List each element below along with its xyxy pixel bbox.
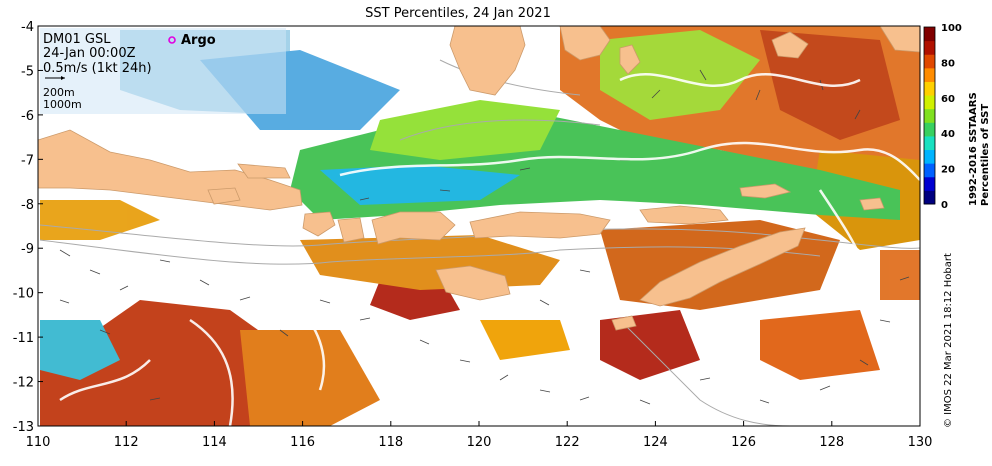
station-label: DM01 GSL <box>43 32 111 47</box>
y-tick-label: -7 <box>21 153 34 168</box>
colorbar-swatch <box>924 176 935 191</box>
land-sulawesi-south <box>449 26 526 96</box>
x-tick-label: 126 <box>731 435 756 450</box>
x-tick-label: 120 <box>467 435 492 450</box>
x-tick-label: 122 <box>555 435 580 450</box>
land-alor <box>639 205 729 225</box>
credit-text: © IMOS 22 Mar 2021 18:12 Hobart <box>943 253 954 428</box>
y-tick-label: -13 <box>13 420 34 435</box>
land-sulawesi-southeast <box>559 26 611 61</box>
x-tick-label: 114 <box>202 435 227 450</box>
colorbar-title-line1: 1992-2016 SSTAARS <box>968 92 979 206</box>
land-rote <box>611 315 637 331</box>
x-tick-label: 112 <box>114 435 139 450</box>
colorbar: 100 80 60 40 20 0 1992-2016 SSTAARS Percentil… <box>923 23 991 211</box>
geostrophic-streamlines <box>59 73 920 426</box>
x-tick-label: 116 <box>290 435 315 450</box>
land-seram <box>879 26 920 53</box>
colorbar-swatch <box>924 54 935 69</box>
y-tick-label: -5 <box>21 64 34 79</box>
colorbar-tick-label: 0 <box>941 200 948 211</box>
x-axis: 110 112 114 116 118 120 122 124 126 128 130 <box>26 421 933 450</box>
colorbar-swatch <box>924 108 935 123</box>
map-area <box>38 26 920 426</box>
colorbar-swatch <box>924 40 935 55</box>
current-vectors <box>59 69 910 405</box>
land-sumbawa <box>371 211 456 245</box>
colorbar-swatch <box>924 27 935 42</box>
y-tick-label: -6 <box>21 109 34 124</box>
land-wetar <box>739 183 792 199</box>
colorbar-swatch <box>924 135 935 151</box>
land-buton <box>619 44 641 75</box>
x-tick-label: 128 <box>819 435 844 450</box>
colorbar-tick-label: 40 <box>941 129 955 140</box>
colorbar-tick-label: 60 <box>941 94 955 105</box>
argo-marker-icon <box>168 36 176 44</box>
colorbar-tick-label: 20 <box>941 165 955 176</box>
y-axis: -4 -5 -6 -7 -8 -9 -10 -11 -12 -13 <box>13 20 43 435</box>
y-tick-label: -12 <box>13 376 34 391</box>
land-buru <box>771 31 809 59</box>
colorbar-tick-label: 100 <box>941 23 962 34</box>
contour-1000m-label: 1000m <box>43 98 82 111</box>
colorbar-swatch <box>924 190 935 205</box>
colorbar-swatch <box>924 81 935 96</box>
y-tick-label: -11 <box>13 331 34 346</box>
vector-scale-label: 0.5m/s (1kt 24h) <box>43 61 152 76</box>
colorbar-title-line2: Percentiles of SST <box>980 104 991 206</box>
y-tick-label: -10 <box>13 287 34 302</box>
figure-title: SST Percentiles, 24 Jan 2021 <box>365 6 551 21</box>
y-tick-label: -8 <box>21 198 34 213</box>
contour-200m-label: 200m <box>43 86 75 99</box>
argo-label: Argo <box>181 33 216 48</box>
map-legend-panel: DM01 GSL 24-Jan 00:00Z 0.5m/s (1kt 24h) … <box>40 28 286 114</box>
colorbar-swatch <box>924 67 935 82</box>
y-tick-label: -4 <box>21 20 34 35</box>
land-lombok <box>337 217 365 243</box>
time-label: 24-Jan 00:00Z <box>43 46 136 61</box>
x-tick-label: 130 <box>908 435 933 450</box>
x-tick-label: 110 <box>26 435 51 450</box>
land-sumba <box>435 265 511 301</box>
x-tick-label: 124 <box>643 435 668 450</box>
colorbar-swatch <box>924 122 935 137</box>
land-bali <box>302 211 336 237</box>
colorbar-swatch <box>924 163 935 178</box>
land-flores <box>469 211 611 239</box>
land-tanimbar-north <box>859 197 885 211</box>
land-masses <box>38 26 920 331</box>
land-timor <box>639 227 806 307</box>
colorbar-tick-label: 80 <box>941 58 955 69</box>
land-kangean <box>207 187 241 205</box>
y-tick-label: -9 <box>21 242 34 257</box>
colorbar-swatch <box>924 149 935 164</box>
colorbar-swatch <box>924 95 935 110</box>
x-tick-label: 118 <box>378 435 403 450</box>
land-madura <box>237 163 291 179</box>
